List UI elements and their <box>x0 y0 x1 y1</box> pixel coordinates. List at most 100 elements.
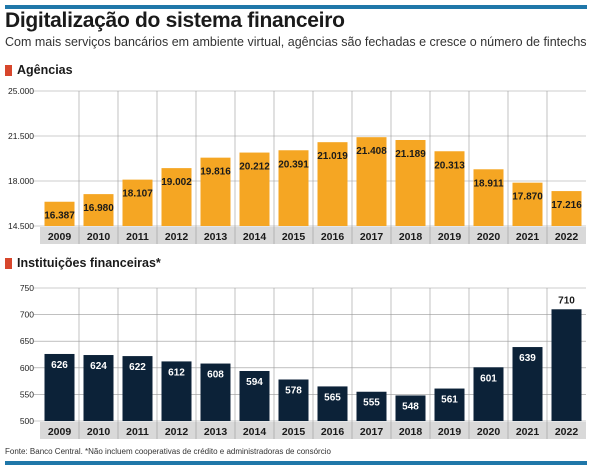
value-label-instituicoes-2013: 608 <box>207 370 224 381</box>
xtick-label-instituicoes-2012: 2012 <box>165 426 189 438</box>
top-accent-rule <box>5 5 587 9</box>
ytick-label-agencias: 14.500 <box>8 221 34 231</box>
ytick-label-agencias: 25.000 <box>8 86 34 96</box>
xtick-label-agencias-2009: 2009 <box>48 231 72 243</box>
value-label-agencias-2017: 21.408 <box>356 146 387 157</box>
value-label-instituicoes-2010: 624 <box>90 361 107 372</box>
bar-agencias-2017 <box>356 137 387 226</box>
value-label-instituicoes-2016: 565 <box>324 392 341 403</box>
chart-title-instituicoes: Instituições financeiras* <box>17 256 161 270</box>
bar-instituicoes-2013 <box>200 363 231 421</box>
value-label-agencias-2015: 20.391 <box>278 159 309 170</box>
ytick-label-instituicoes: 700 <box>20 310 34 320</box>
ytick-label-instituicoes: 750 <box>20 283 34 293</box>
source-note: Fonte: Banco Central. *Não incluem coope… <box>5 447 331 456</box>
xtick-label-instituicoes-2016: 2016 <box>321 426 345 438</box>
bar-agencias-2020 <box>473 169 504 226</box>
value-label-agencias-2018: 21.189 <box>395 149 426 160</box>
ytick-label-agencias: 18.000 <box>8 176 34 186</box>
section-marker <box>5 64 12 76</box>
xtick-label-agencias-2018: 2018 <box>399 231 423 243</box>
value-label-instituicoes-2022: 710 <box>558 295 575 306</box>
bar-agencias-2018 <box>395 139 426 226</box>
bar-instituicoes-2019 <box>434 388 465 421</box>
xtick-label-agencias-2017: 2017 <box>360 231 384 243</box>
xtick-label-instituicoes-2021: 2021 <box>516 426 540 438</box>
value-label-agencias-2020: 18.911 <box>473 178 503 189</box>
ytick-label-instituicoes: 650 <box>20 336 34 346</box>
xtick-label-agencias-2022: 2022 <box>555 231 579 243</box>
bar-instituicoes-2016 <box>317 386 348 421</box>
xtick-label-agencias-2013: 2013 <box>204 231 228 243</box>
section-header-instituicoes: Instituições financeiras* <box>5 255 161 271</box>
bar-agencias-2011 <box>122 179 153 226</box>
bar-instituicoes-2010 <box>83 355 114 421</box>
xtick-label-agencias-2016: 2016 <box>321 231 345 243</box>
bar-instituicoes-2021 <box>512 347 543 421</box>
bar-instituicoes-2022 <box>551 309 582 421</box>
value-label-agencias-2022: 17.216 <box>551 200 582 211</box>
xtick-label-agencias-2020: 2020 <box>477 231 501 243</box>
bar-instituicoes-2011 <box>122 356 153 421</box>
xtick-label-instituicoes-2015: 2015 <box>282 426 306 438</box>
ytick-label-agencias: 21.500 <box>8 131 34 141</box>
xtick-label-agencias-2021: 2021 <box>516 231 540 243</box>
bar-agencias-2019 <box>434 151 465 226</box>
value-label-instituicoes-2021: 639 <box>519 353 536 364</box>
section-marker <box>5 257 12 269</box>
xtick-label-agencias-2014: 2014 <box>243 231 267 243</box>
xtick-label-agencias-2011: 2011 <box>126 231 149 243</box>
page-subtitle: Com mais serviços bancários em ambiente … <box>5 35 587 49</box>
bottom-accent-rule <box>5 461 587 465</box>
xtick-label-instituicoes-2022: 2022 <box>555 426 579 438</box>
bar-agencias-2022 <box>551 191 582 226</box>
bar-agencias-2014 <box>239 152 270 226</box>
xtick-label-agencias-2015: 2015 <box>282 231 306 243</box>
value-label-agencias-2019: 20.313 <box>434 160 465 171</box>
chart-title-agencias: Agências <box>17 63 73 77</box>
value-label-instituicoes-2015: 578 <box>285 386 302 397</box>
value-label-instituicoes-2014: 594 <box>246 377 263 388</box>
ytick-label-instituicoes: 550 <box>20 389 34 399</box>
xtick-label-instituicoes-2009: 2009 <box>48 426 72 438</box>
bar-instituicoes-2020 <box>473 367 504 421</box>
value-label-instituicoes-2009: 626 <box>51 360 68 371</box>
bar-agencias-2013 <box>200 157 231 226</box>
xtick-label-instituicoes-2010: 2010 <box>87 426 111 438</box>
xtick-label-agencias-2010: 2010 <box>87 231 111 243</box>
value-label-agencias-2009: 16.387 <box>44 211 75 222</box>
bar-instituicoes-2015 <box>278 379 309 421</box>
value-label-agencias-2012: 19.002 <box>161 177 192 188</box>
xtick-label-instituicoes-2014: 2014 <box>243 426 267 438</box>
bar-agencias-2010 <box>83 194 114 226</box>
bar-instituicoes-2018 <box>395 395 426 421</box>
value-label-instituicoes-2012: 612 <box>168 367 185 378</box>
xtick-label-agencias-2012: 2012 <box>165 231 189 243</box>
xtick-label-agencias-2019: 2019 <box>438 231 462 243</box>
value-label-agencias-2011: 18.107 <box>122 189 153 200</box>
bar-instituicoes-2014 <box>239 370 270 421</box>
xtick-label-instituicoes-2019: 2019 <box>438 426 462 438</box>
ytick-label-instituicoes: 500 <box>20 416 34 426</box>
value-label-agencias-2010: 16.980 <box>83 203 114 214</box>
xtick-label-instituicoes-2013: 2013 <box>204 426 228 438</box>
value-label-instituicoes-2011: 622 <box>129 362 146 373</box>
bar-agencias-2012 <box>161 168 192 226</box>
bar-agencias-2015 <box>278 150 309 226</box>
value-label-agencias-2013: 19.816 <box>200 167 231 178</box>
ytick-label-instituicoes: 600 <box>20 363 34 373</box>
page-title: Digitalização do sistema financeiro <box>5 9 345 32</box>
bar-agencias-2016 <box>317 142 348 226</box>
bar-instituicoes-2009 <box>44 353 75 421</box>
xtick-label-instituicoes-2020: 2020 <box>477 426 501 438</box>
xtick-label-instituicoes-2011: 2011 <box>126 426 149 438</box>
value-label-agencias-2021: 17.870 <box>512 192 543 203</box>
xtick-label-instituicoes-2017: 2017 <box>360 426 384 438</box>
value-label-instituicoes-2019: 561 <box>441 395 458 406</box>
bar-agencias-2009 <box>44 201 75 226</box>
value-label-instituicoes-2020: 601 <box>480 373 497 384</box>
value-label-agencias-2016: 21.019 <box>317 151 348 162</box>
value-label-instituicoes-2018: 548 <box>402 401 419 412</box>
bar-instituicoes-2012 <box>161 361 192 421</box>
